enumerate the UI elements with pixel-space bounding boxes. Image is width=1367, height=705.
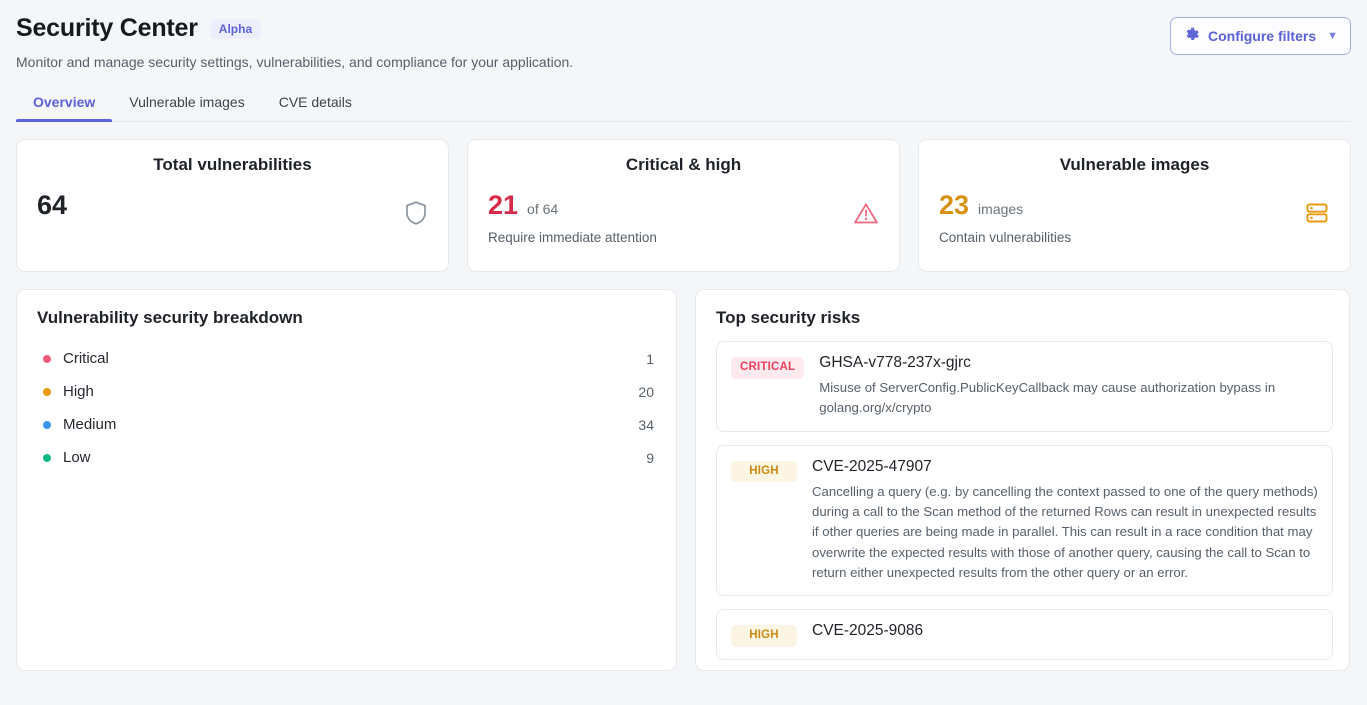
severity-row-low[interactable]: Low 9 — [37, 441, 656, 474]
tab-bar[interactable]: Overview Vulnerable images CVE details — [16, 86, 1351, 122]
shield-icon — [404, 200, 428, 231]
risk-id: CVE-2025-9086 — [812, 622, 924, 640]
panel-title: Top security risks — [716, 308, 861, 327]
panel-title: Vulnerability security breakdown — [37, 308, 303, 327]
stat-card-value: 21 — [488, 190, 519, 220]
severity-label: High — [63, 383, 94, 400]
stat-card-value: 64 — [37, 190, 68, 220]
stat-card-unit: of 64 — [527, 201, 559, 217]
severity-badge: HIGH — [731, 625, 797, 647]
severity-label: Critical — [63, 350, 109, 367]
severity-dot-icon — [43, 453, 51, 462]
title-line: Security Center Alpha — [16, 14, 573, 43]
stat-card-title: Total vulnerabilities — [153, 155, 312, 174]
top-security-risks-panel: Top security risks CRITICAL GHSA-v778-23… — [695, 289, 1350, 671]
vulnerability-breakdown-panel: Vulnerability security breakdown Critica… — [16, 289, 677, 671]
severity-dot-icon — [43, 420, 51, 429]
risk-text-block: GHSA-v778-237x-gjrc Misuse of ServerConf… — [819, 354, 1318, 419]
tab-cve-details[interactable]: CVE details — [262, 86, 369, 121]
configure-filters-label: Configure filters — [1207, 28, 1317, 44]
severity-dot-icon — [43, 387, 51, 396]
header-text-block: Security Center Alpha Monitor and manage… — [16, 14, 573, 70]
severity-count: 1 — [646, 350, 654, 367]
severity-count: 34 — [638, 416, 654, 433]
warning-triangle-icon — [853, 200, 879, 231]
stat-card-body: 64 — [37, 192, 428, 219]
alpha-badge: Alpha — [209, 18, 262, 39]
severity-row-high[interactable]: High 20 — [37, 375, 656, 408]
stat-card-subtext: Require immediate attention — [488, 230, 657, 245]
severity-count: 20 — [638, 383, 654, 400]
stat-card-main: 23 images — [939, 192, 1330, 219]
risk-text-block: CVE-2025-47907 Cancelling a query (e.g. … — [812, 458, 1318, 584]
stat-card-vulnerable-images: Vulnerable images 23 images Contain vuln… — [918, 139, 1351, 272]
page-subtitle: Monitor and manage security settings, vu… — [16, 54, 574, 70]
tab-vulnerable-images[interactable]: Vulnerable images — [112, 86, 261, 121]
stat-card-title: Critical & high — [625, 155, 742, 174]
risk-item[interactable]: HIGH CVE-2025-47907 Cancelling a query (… — [716, 444, 1333, 597]
risk-id: GHSA-v778-237x-gjrc — [819, 354, 971, 371]
risk-text-block: CVE-2025-9086 — [812, 622, 923, 640]
severity-row-medium[interactable]: Medium 34 — [37, 408, 656, 441]
panel-row: Vulnerability security breakdown Critica… — [16, 289, 1351, 671]
stat-card-critical-high: Critical & high 21 of 64 Require immedia… — [467, 139, 900, 272]
chevron-down-icon: ▼ — [1327, 30, 1338, 42]
severity-badge: CRITICAL — [731, 357, 805, 379]
stat-card-main: 64 — [37, 192, 428, 219]
stat-card-total-vulnerabilities: Total vulnerabilities 64 — [16, 139, 449, 272]
severity-count: 9 — [646, 449, 654, 466]
gear-icon — [1183, 26, 1200, 46]
stat-card-main: 21 of 64 — [488, 192, 879, 219]
severity-badge: HIGH — [731, 460, 797, 483]
risk-item[interactable]: CRITICAL GHSA-v778-237x-gjrc Misuse of S… — [716, 341, 1333, 432]
risk-item[interactable]: HIGH CVE-2025-9086 — [716, 609, 1333, 660]
risk-description: Misuse of ServerConfig.PublicKeyCallback… — [819, 380, 1276, 416]
stat-card-value: 23 — [939, 190, 970, 220]
stat-card-body: 21 of 64 Require immediate attention — [488, 192, 879, 246]
security-center-page: Security Center Alpha Monitor and manage… — [16, 14, 1351, 671]
page-header: Security Center Alpha Monitor and manage… — [16, 14, 1351, 70]
stat-card-row: Total vulnerabilities 64 Critical & high… — [16, 139, 1351, 272]
stat-card-body: 23 images Contain vulnerabilities — [939, 192, 1330, 246]
stat-card-unit: images — [978, 201, 1024, 217]
stat-card-title: Vulnerable images — [1059, 155, 1210, 174]
stat-card-subtext: Contain vulnerabilities — [939, 230, 1072, 245]
severity-dot-icon — [43, 354, 51, 363]
severity-row-critical[interactable]: Critical 1 — [37, 342, 656, 375]
server-stack-icon — [1304, 200, 1330, 231]
page-title: Security Center — [16, 14, 198, 42]
configure-filters-button[interactable]: Configure filters ▼ — [1169, 17, 1351, 55]
tab-overview[interactable]: Overview — [16, 86, 113, 122]
risk-id: CVE-2025-47907 — [812, 457, 932, 475]
severity-list: Critical 1 High 20 Medium 34 Low 9 — [37, 342, 656, 474]
risk-description: Cancelling a query (e.g. by cancelling t… — [812, 483, 1318, 580]
severity-label: Low — [63, 449, 91, 466]
severity-label: Medium — [63, 416, 117, 433]
risk-list: CRITICAL GHSA-v778-237x-gjrc Misuse of S… — [716, 341, 1333, 660]
